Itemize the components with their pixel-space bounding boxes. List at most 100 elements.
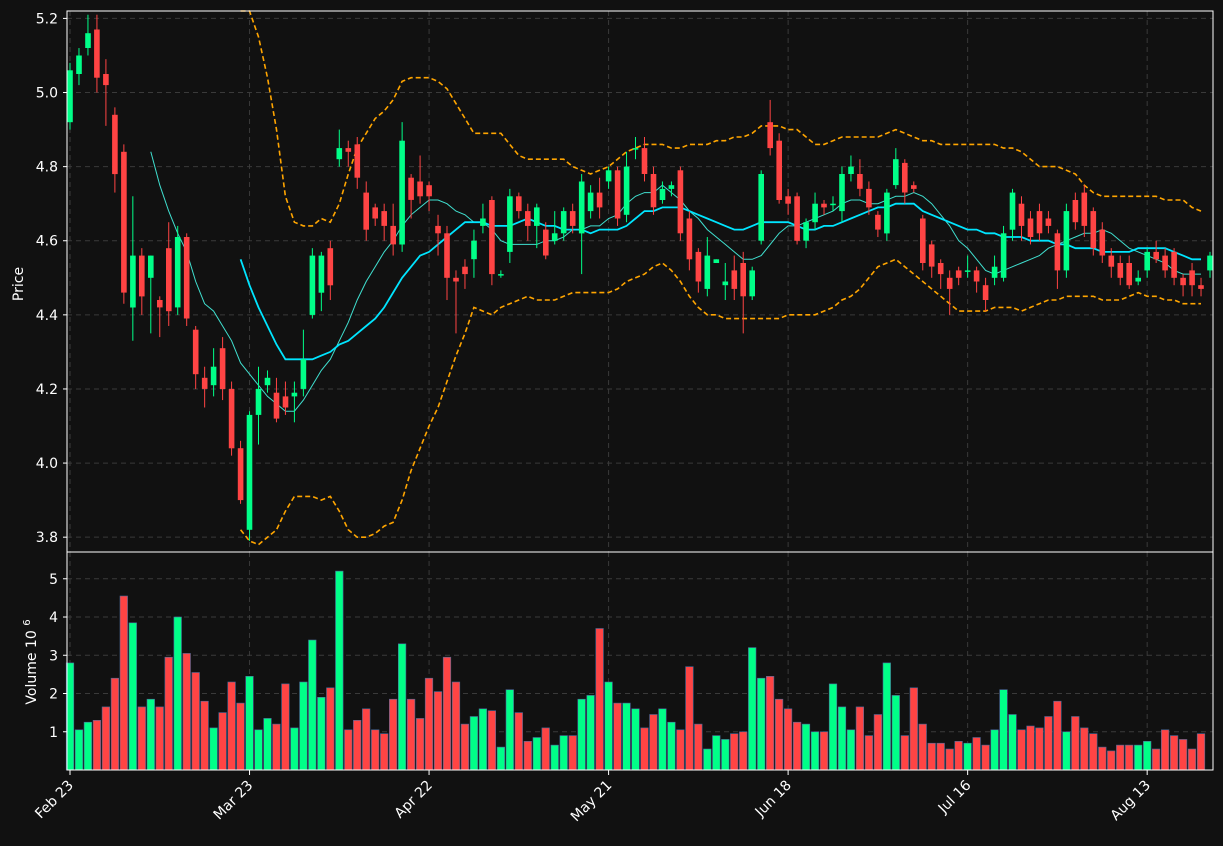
- volume-bar: [191, 672, 200, 771]
- candle-body: [605, 170, 612, 182]
- volume-bar: [891, 695, 900, 771]
- candle-body: [300, 359, 307, 389]
- volume-bar: [146, 698, 155, 771]
- moving-averages: [150, 151, 1201, 412]
- candle-body: [551, 233, 558, 241]
- volume-bar: [972, 737, 981, 771]
- candle-body: [812, 203, 818, 223]
- candle-body: [1036, 211, 1043, 234]
- volume-bar: [290, 727, 299, 771]
- volume-tick-label: 3: [49, 648, 58, 664]
- volume-panel-frame: [66, 551, 1214, 771]
- volume-bar: [505, 689, 514, 771]
- volume-bar: [810, 731, 820, 771]
- volume-bar: [568, 735, 577, 771]
- volume-bar: [469, 716, 479, 771]
- candle-body: [785, 196, 791, 204]
- candle-body: [103, 74, 109, 86]
- volume-bar: [927, 742, 936, 771]
- volume-bar: [819, 731, 829, 771]
- volume-bar: [397, 643, 407, 771]
- volume-tick-label: 5: [49, 572, 58, 588]
- volume-bar: [1170, 735, 1179, 771]
- volume-bar: [478, 708, 488, 771]
- volume-tick-label: 2: [49, 687, 58, 703]
- candle-body: [857, 174, 863, 189]
- volume-bar: [1008, 714, 1017, 771]
- candle-body: [462, 266, 468, 275]
- volume-bar: [640, 727, 649, 771]
- candle-body: [67, 70, 73, 123]
- volume-bar: [1107, 750, 1116, 771]
- volume-bar: [855, 706, 864, 771]
- candle-body: [1108, 255, 1115, 267]
- volume-bar: [658, 708, 667, 771]
- candle-body: [596, 192, 603, 208]
- volume-bar: [703, 748, 712, 771]
- volume-bar: [954, 740, 963, 771]
- candle-body: [183, 237, 190, 319]
- volume-bar: [487, 710, 497, 771]
- volume-bar: [245, 675, 254, 771]
- candle-body: [1126, 263, 1132, 286]
- volume-bar: [119, 595, 128, 771]
- volume-tick-label: 4: [49, 610, 58, 626]
- volume-bar: [326, 687, 335, 771]
- candle-body: [85, 33, 91, 48]
- candle-body: [399, 140, 405, 245]
- candle-body: [381, 211, 387, 226]
- candle-body: [1054, 233, 1061, 271]
- candle-body: [1117, 263, 1124, 278]
- candle-body: [166, 248, 172, 312]
- volume-bar: [254, 729, 263, 771]
- volume-bar: [550, 744, 559, 771]
- candle-body: [569, 211, 576, 226]
- volume-bar: [945, 748, 954, 771]
- volume-bar: [362, 708, 371, 771]
- volume-bar: [308, 639, 317, 771]
- candle-body: [453, 277, 459, 282]
- volume-bar: [74, 729, 84, 771]
- candle-body: [668, 185, 675, 189]
- candle-body: [201, 377, 208, 389]
- volume-bar: [335, 570, 344, 771]
- volume-axis-label-text: Volume: [24, 653, 40, 705]
- volume-bar: [1179, 739, 1188, 771]
- candle-body: [695, 251, 702, 282]
- candle-body: [354, 144, 361, 178]
- candle-body: [704, 255, 711, 289]
- candle-body: [937, 263, 944, 275]
- volume-bar: [595, 628, 604, 771]
- candlesticks: [67, 14, 1213, 541]
- volume-bar: [514, 712, 523, 771]
- candle-body: [740, 263, 746, 297]
- volume-axis-label-base: 10: [24, 630, 40, 648]
- volume-bar: [541, 727, 550, 771]
- candle-body: [803, 222, 809, 241]
- candle-body: [578, 181, 585, 234]
- candle-body: [1171, 251, 1177, 278]
- volume-bar: [1035, 727, 1044, 771]
- candle-body: [273, 392, 280, 419]
- volume-bar: [406, 698, 416, 771]
- candle-body: [758, 174, 764, 241]
- volume-bar: [586, 695, 595, 771]
- volume-bar: [990, 729, 999, 771]
- volume-bar: [1161, 729, 1170, 771]
- volume-bar: [909, 687, 918, 771]
- volume-bar: [739, 731, 748, 771]
- volume-bar: [227, 681, 236, 771]
- candle-body: [318, 255, 325, 293]
- short-moving-average-line: [150, 151, 1201, 412]
- volume-bar: [1089, 733, 1098, 771]
- volume-bar: [164, 656, 173, 771]
- volume-bar: [1026, 725, 1035, 771]
- candle-body: [237, 448, 244, 501]
- volume-bar: [963, 742, 972, 771]
- volume-bar: [873, 714, 882, 771]
- price-tick-label: 4.0: [36, 456, 58, 472]
- candle-body: [821, 203, 827, 208]
- candle-body: [830, 203, 836, 206]
- candle-body: [946, 277, 953, 289]
